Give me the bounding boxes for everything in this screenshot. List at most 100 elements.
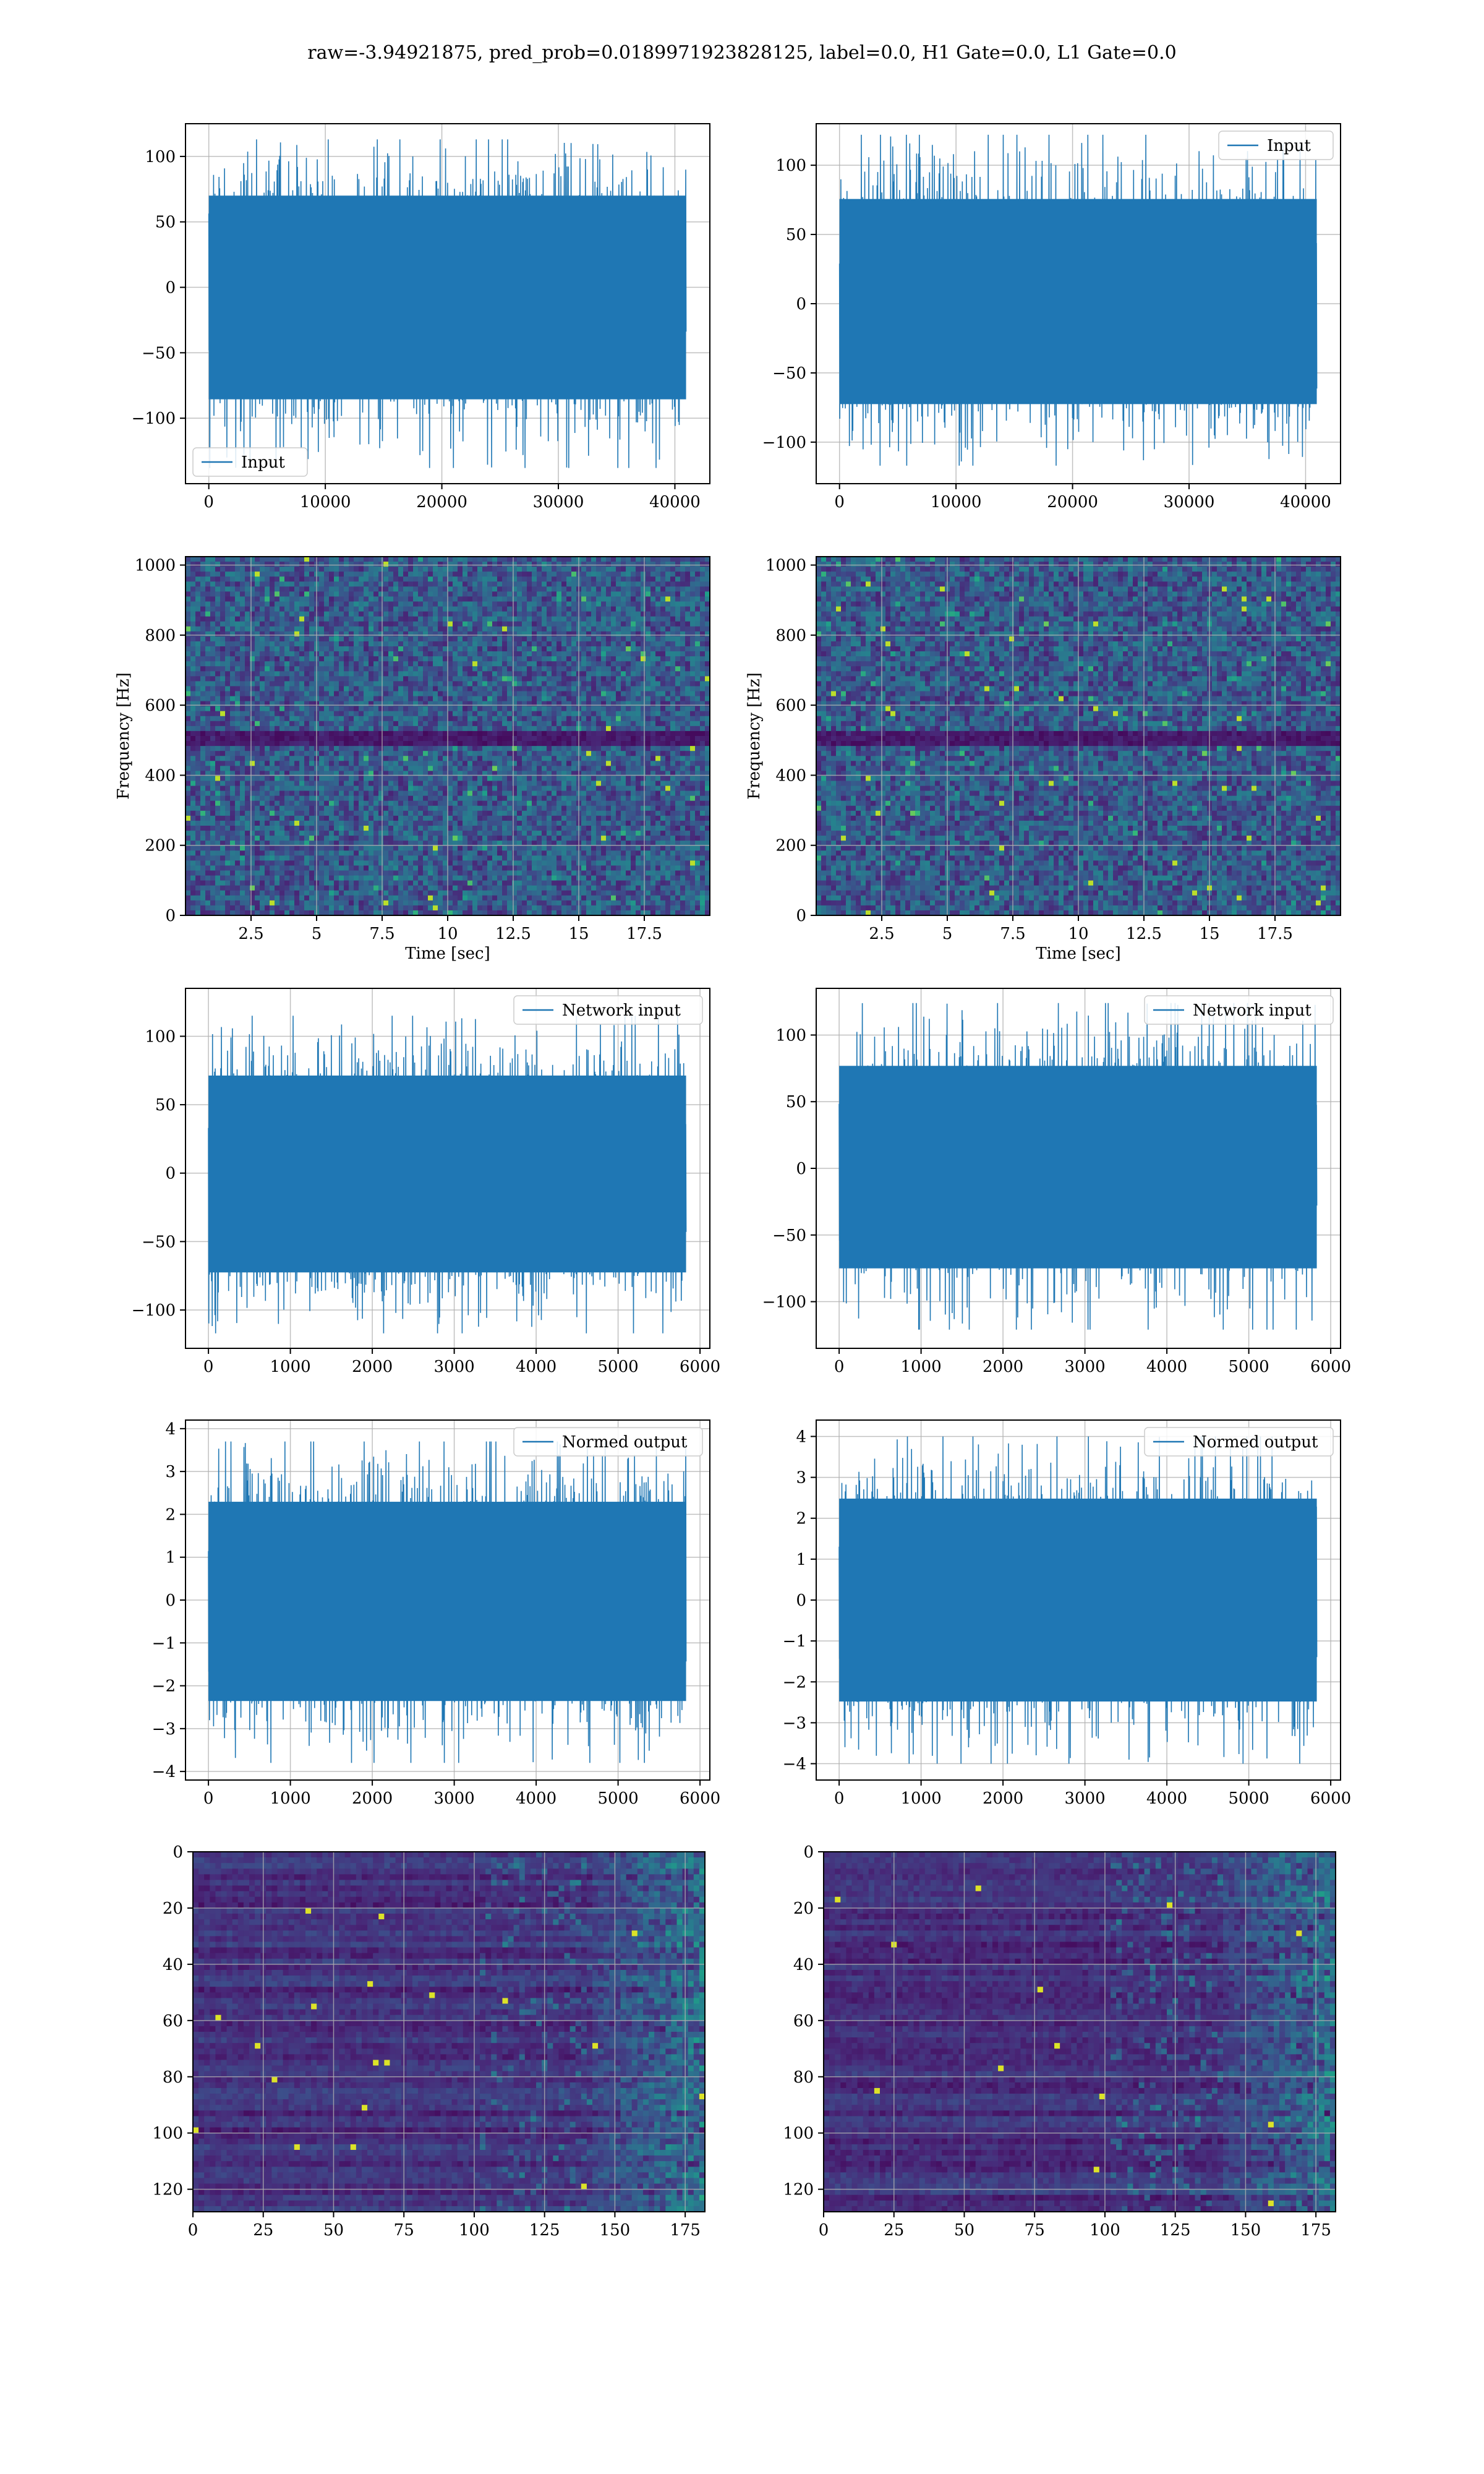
x-tick-label: 150 — [1230, 2221, 1261, 2240]
x-tick-label: 150 — [600, 2221, 631, 2240]
legend-label: Input — [241, 453, 285, 472]
x-tick-label: 50 — [323, 2221, 344, 2240]
x-tick-label: 6000 — [1310, 1358, 1351, 1376]
y-tick-label: 20 — [793, 1899, 814, 1918]
y-tick-label: 2 — [796, 1510, 806, 1528]
x-tick-label: 7.5 — [1000, 925, 1025, 943]
y-tick-label: 0 — [165, 1591, 176, 1610]
x-tick-label: 4000 — [1146, 1358, 1187, 1376]
x-tick-label: 20000 — [1047, 493, 1098, 511]
y-tick-label: −4 — [783, 1755, 806, 1774]
x-tick-label: 6000 — [680, 1789, 720, 1808]
y-tick-label: 0 — [165, 279, 176, 297]
x-tick-label: 75 — [1025, 2221, 1045, 2240]
x-tick-label: 25 — [884, 2221, 904, 2240]
x-tick-label: 125 — [529, 2221, 560, 2240]
x-tick-label: 0 — [834, 493, 845, 511]
x-tick-label: 40000 — [1280, 493, 1331, 511]
y-tick-label: −50 — [142, 344, 176, 362]
y-tick-label: 0 — [165, 907, 176, 925]
x-tick-label: 100 — [459, 2221, 490, 2240]
y-tick-label: −50 — [772, 364, 806, 383]
x-tick-label: 3000 — [434, 1789, 475, 1808]
y-tick-label: 3 — [796, 1469, 806, 1487]
y-tick-label: 1 — [796, 1551, 806, 1569]
y-tick-label: 3 — [165, 1463, 176, 1481]
y-tick-label: 600 — [145, 696, 176, 715]
y-tick-label: 120 — [152, 2181, 183, 2199]
legend-label: Input — [1267, 137, 1311, 155]
y-tick-label: 80 — [163, 2068, 183, 2087]
x-tick-label: 0 — [203, 1358, 214, 1376]
series-core-r3-left — [208, 1076, 686, 1272]
y-tick-label: 20 — [163, 1899, 183, 1918]
x-tick-label: 5000 — [598, 1789, 639, 1808]
y-tick-label: −50 — [142, 1233, 176, 1251]
x-tick-label: 5 — [312, 925, 322, 943]
x-tick-label: 5 — [942, 925, 953, 943]
legend-label: Normed output — [1193, 1433, 1318, 1452]
y-tick-label: 100 — [783, 2125, 814, 2143]
y-tick-label: 100 — [152, 2125, 183, 2143]
y-tick-label: 1 — [165, 1549, 176, 1567]
x-tick-label: 125 — [1160, 2221, 1191, 2240]
y-tick-label: 100 — [775, 1026, 806, 1045]
legend-label: Network input — [1193, 1001, 1311, 1020]
x-tick-label: 3000 — [1065, 1358, 1106, 1376]
x-tick-label: 6000 — [1310, 1789, 1351, 1808]
series-core-r4-right — [839, 1499, 1316, 1701]
x-tick-label: 10000 — [931, 493, 982, 511]
legend-r1-right: Input — [1219, 131, 1333, 160]
x-tick-label: 17.5 — [1257, 925, 1293, 943]
x-tick-label: 30000 — [1164, 493, 1215, 511]
x-tick-label: 5000 — [1229, 1789, 1269, 1808]
y-tick-label: 800 — [775, 627, 806, 645]
x-tick-label: 1000 — [270, 1789, 311, 1808]
y-tick-label: 0 — [796, 1591, 806, 1610]
x-tick-label: 50 — [954, 2221, 974, 2240]
legend-label: Normed output — [562, 1433, 688, 1452]
y-tick-label: 800 — [145, 627, 176, 645]
x-tick-label: 7.5 — [369, 925, 394, 943]
x-tick-label: 10 — [437, 925, 458, 943]
x-tick-label: 175 — [1300, 2221, 1331, 2240]
legend-r3-left: Network input — [514, 996, 702, 1024]
x-tick-label: 40000 — [649, 493, 701, 511]
x-tick-label: 2000 — [983, 1789, 1023, 1808]
series-core-r4-left — [208, 1502, 686, 1701]
x-tick-label: 0 — [834, 1358, 845, 1376]
y-tick-label: −1 — [152, 1634, 176, 1653]
legend-r4-right: Normed output — [1145, 1427, 1333, 1456]
y-tick-label: 600 — [775, 696, 806, 715]
x-tick-label: 3000 — [1065, 1789, 1106, 1808]
y-tick-label: 400 — [775, 766, 806, 785]
x-tick-label: 2000 — [352, 1789, 393, 1808]
y-tick-label: −2 — [783, 1673, 806, 1692]
y-tick-label: −1 — [783, 1632, 806, 1651]
x-tick-label: 2.5 — [238, 925, 263, 943]
y-tick-label: −100 — [762, 1293, 806, 1312]
y-axis-label: Frequency [Hz] — [745, 672, 764, 800]
y-tick-label: 0 — [796, 295, 806, 314]
legend-label: Network input — [562, 1001, 681, 1020]
x-tick-label: 0 — [819, 2221, 829, 2240]
x-tick-label: 4000 — [1146, 1789, 1187, 1808]
y-tick-label: −100 — [132, 409, 176, 428]
x-tick-label: 2000 — [983, 1358, 1023, 1376]
y-tick-label: 1000 — [765, 557, 806, 575]
legend-r4-left: Normed output — [514, 1427, 702, 1456]
series-core-r1-right — [840, 199, 1317, 404]
y-tick-label: 0 — [796, 907, 806, 925]
y-tick-label: 40 — [793, 1956, 814, 1974]
y-tick-label: 1000 — [135, 557, 176, 575]
x-tick-label: 30000 — [533, 493, 584, 511]
y-tick-label: 200 — [145, 837, 176, 855]
y-tick-label: 0 — [796, 1160, 806, 1178]
x-tick-label: 3000 — [434, 1358, 475, 1376]
x-tick-label: 0 — [203, 1789, 214, 1808]
y-tick-label: −4 — [152, 1763, 176, 1781]
x-tick-label: 1000 — [270, 1358, 311, 1376]
y-tick-label: 0 — [803, 1843, 814, 1862]
x-tick-label: 1000 — [901, 1358, 942, 1376]
y-tick-label: 200 — [775, 837, 806, 855]
